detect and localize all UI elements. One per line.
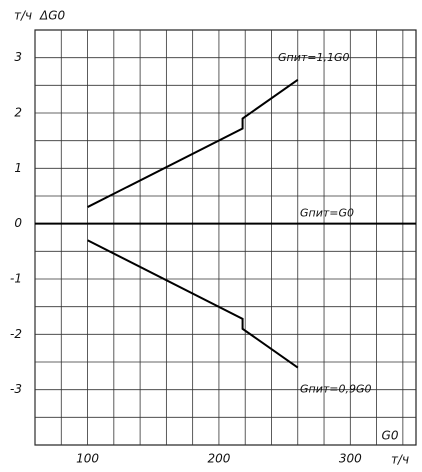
y-tick-label: 3 [14,50,22,64]
y-tick-label: -2 [10,327,22,341]
x-tick-label: 100 [76,452,99,466]
x-tick-label: 200 [207,452,230,466]
y-tick-label: -3 [10,382,22,396]
y-tick-label: 0 [14,216,22,230]
x-axis-label: G0 [382,429,399,443]
x-tick-label: 300 [339,452,362,466]
data-line [87,78,299,208]
x-unit: т/ч [391,453,409,467]
data-line [87,239,299,369]
y-tick-label: -1 [10,272,22,286]
y-tick-label: 2 [14,106,22,120]
y-axis-label: ΔG0 [39,9,66,23]
y-unit: т/ч [14,9,32,23]
y-tick-label: 1 [14,161,22,175]
series-label: Gпит=G0 [300,207,354,220]
series-label: Gпит=1,1G0 [278,51,350,64]
series-label: Gпит=0,9G0 [300,383,372,396]
